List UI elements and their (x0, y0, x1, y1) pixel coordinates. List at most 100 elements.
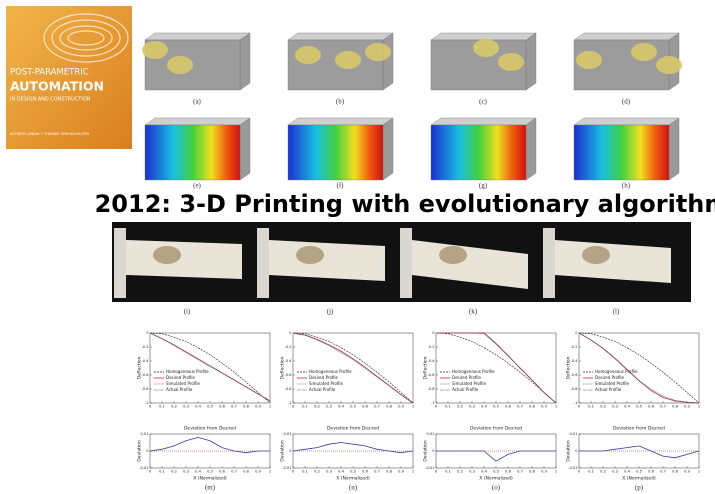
x-tick-label: 0.2 (600, 470, 606, 474)
y-tick-label: -0.2 (570, 345, 577, 349)
material-patch (439, 246, 467, 264)
x-tick-label: 0.5 (493, 405, 499, 409)
x-tick-label: 0.4 (195, 470, 201, 474)
material-patch (498, 53, 524, 71)
material-patch (295, 46, 321, 64)
beam-front (574, 125, 669, 180)
data-line (436, 451, 556, 461)
panel-label: (j) (327, 308, 334, 316)
y-tick-label: -0.6 (427, 373, 435, 377)
x-tick-label: 1 (269, 405, 271, 409)
beam-end (240, 33, 250, 90)
deviation-title: Deviation from Desired (613, 426, 665, 432)
beam-end (669, 118, 679, 180)
data-line (293, 333, 413, 403)
x-tick-label: 0.4 (195, 405, 201, 409)
x-tick-label: 0.7 (517, 405, 523, 409)
legend-label: Simulated Profile (166, 381, 200, 386)
x-tick-label: 0.8 (243, 405, 249, 409)
y-tick-label: -0.01 (568, 466, 577, 470)
material-patch (167, 56, 193, 74)
data-line (436, 333, 556, 403)
x-tick-label: 0.3 (612, 405, 618, 409)
stress-image (288, 118, 393, 180)
legend-label: Actual Profile (452, 387, 479, 392)
beam-front (288, 125, 383, 180)
x-axis-label: X (Normalized) (479, 476, 513, 482)
x-tick-label: 0 (578, 470, 581, 474)
x-tick-label: 0.6 (505, 405, 511, 409)
x-tick-label: 1 (698, 470, 700, 474)
y-axis-label: Deflection (137, 356, 143, 379)
x-tick-label: 0.7 (374, 470, 380, 474)
legend-label: Desired Profile (309, 375, 339, 380)
material-patch (576, 51, 602, 69)
beam-end (526, 118, 536, 180)
x-tick-label: 0.3 (469, 470, 475, 474)
cover-title-top: POST-PARAMETRIC (10, 68, 89, 78)
y-tick-label: -0.2 (427, 345, 434, 349)
data-line (293, 333, 413, 403)
y-tick-label: 0.01 (140, 432, 148, 436)
printed-beam (269, 240, 385, 281)
book-cover: POST-PARAMETRIC AUTOMATION IN DESIGN AND… (6, 6, 132, 149)
x-axis-label: X (Normalized) (336, 476, 370, 482)
legend-label: Simulated Profile (452, 381, 486, 386)
beam-front (431, 125, 526, 180)
x-tick-label: 0 (435, 405, 438, 409)
material-patch (473, 39, 499, 57)
x-tick-label: 0.1 (302, 405, 308, 409)
legend-label: Actual Profile (309, 387, 336, 392)
legend-label: Desired Profile (595, 375, 625, 380)
plot-frame (150, 333, 270, 403)
x-tick-label: 0.3 (612, 470, 618, 474)
y-tick-label: 0.01 (569, 432, 577, 436)
x-tick-label: 0.5 (636, 470, 642, 474)
x-tick-label: 0.4 (338, 470, 344, 474)
stress-image (574, 118, 679, 180)
x-tick-label: 0.8 (672, 470, 678, 474)
beam-front (145, 125, 240, 180)
panel-label: (c) (479, 98, 487, 106)
x-tick-label: 0.5 (207, 405, 213, 409)
x-tick-label: 0 (149, 470, 152, 474)
x-tick-label: 0.6 (362, 405, 368, 409)
beam-image (142, 33, 250, 90)
x-tick-label: 0.7 (660, 405, 666, 409)
material-patch (631, 43, 657, 61)
y-tick-label: 0 (146, 331, 149, 335)
x-tick-label: 0.5 (493, 470, 499, 474)
x-tick-label: 0.1 (445, 405, 451, 409)
panel-label: (h) (622, 182, 631, 190)
y-axis-label: Deviation (566, 440, 572, 462)
beam-top (574, 33, 679, 40)
x-tick-label: 0.1 (302, 470, 308, 474)
legend-label: Actual Profile (166, 387, 193, 392)
panel-label: (g) (479, 182, 488, 190)
x-tick-label: 0.4 (481, 405, 487, 409)
panel-label: (i) (184, 308, 191, 316)
beam-top (288, 33, 393, 40)
stress-image (431, 118, 536, 180)
y-tick-label: -0.6 (284, 373, 292, 377)
y-tick-label: 0 (575, 449, 578, 453)
y-tick-label: -0.8 (570, 387, 578, 391)
panel-label: (m) (205, 484, 216, 492)
panel-label: (p) (635, 484, 644, 492)
y-tick-label: -0.01 (425, 466, 434, 470)
slide: POST-PARAMETRIC AUTOMATION IN DESIGN AND… (0, 0, 715, 494)
x-tick-label: 0.8 (672, 405, 678, 409)
panel-label: (l) (613, 308, 620, 316)
x-tick-label: 0.7 (374, 405, 380, 409)
y-tick-label: 0 (575, 331, 578, 335)
beam-image (431, 33, 536, 90)
legend-label: Desired Profile (166, 375, 196, 380)
x-tick-label: 0.8 (529, 470, 535, 474)
y-axis-label: Deviation (423, 440, 429, 462)
x-tick-label: 0 (292, 470, 295, 474)
beam-top (574, 118, 679, 125)
y-tick-label: 0 (432, 331, 435, 335)
y-tick-label: -0.8 (284, 387, 292, 391)
x-tick-label: 0.7 (231, 405, 237, 409)
legend-label: Homogeneous Profile (452, 369, 495, 374)
